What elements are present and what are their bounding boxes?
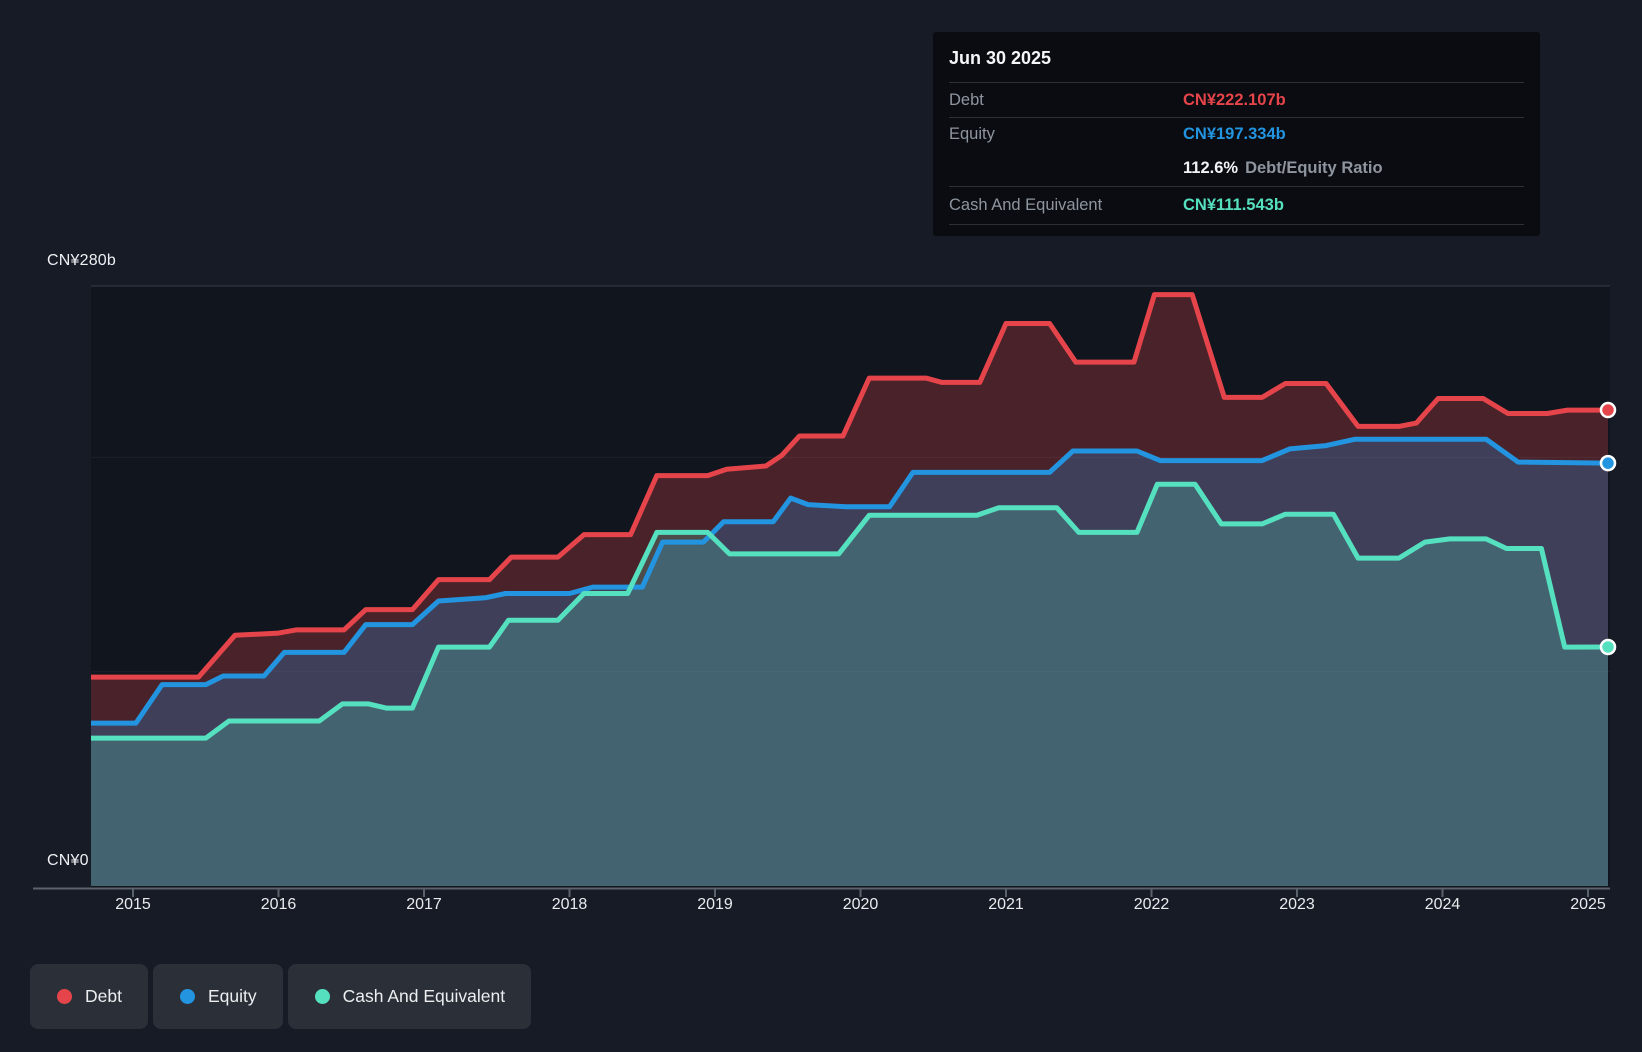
x-label-2025: 2025 — [1570, 896, 1606, 913]
x-label-2015: 2015 — [115, 896, 151, 913]
tooltip-cash-value: CN¥111.543b — [1183, 196, 1284, 214]
x-label-2023: 2023 — [1279, 896, 1315, 913]
tooltip-equity-value: CN¥197.334b — [1183, 125, 1286, 143]
plot-area — [91, 286, 1610, 888]
legend-equity-label: Equity — [207, 986, 257, 1006]
cash-line — [91, 481, 1610, 741]
x-label-2016: 2016 — [260, 896, 297, 913]
tooltip-equity-label: Equity — [949, 125, 995, 143]
tooltip-row-equity: Equity CN¥197.334b — [949, 118, 1524, 151]
cash-area-fill — [91, 484, 1608, 886]
equity-endpoint-marker — [1599, 454, 1617, 472]
tooltip-ratio-value: 112.6% — [1183, 159, 1239, 177]
x-label-2021: 2021 — [988, 896, 1024, 913]
debt-line — [91, 292, 1610, 680]
legend-item-debt[interactable]: Debt — [30, 964, 148, 1029]
debt-endpoint-marker — [1599, 401, 1617, 419]
gridlines — [91, 285, 1610, 673]
legend-debt-label: Debt — [85, 986, 122, 1006]
debt-series-dot-icon — [57, 989, 72, 1004]
tooltip-date: Jun 30 2025 — [949, 32, 1524, 83]
chart-tooltip: Jun 30 2025 Debt CN¥222.107b Equity CN¥1… — [933, 32, 1540, 236]
cash-endpoint-marker — [1599, 638, 1617, 656]
equity-line — [91, 436, 1610, 726]
chart-legend: Debt Equity Cash And Equivalent — [30, 964, 532, 1029]
y-axis-max-label: CN¥280b — [47, 252, 117, 269]
x-label-2019: 2019 — [697, 896, 733, 913]
tooltip-row-ratio: 112.6% Debt/Equity Ratio — [949, 151, 1524, 187]
debt-area-fill — [91, 294, 1608, 886]
tooltip-cash-label: Cash And Equivalent — [949, 196, 1103, 214]
endpoint-markers — [1599, 401, 1617, 656]
legend-item-equity[interactable]: Equity — [152, 964, 283, 1029]
series-areas — [91, 294, 1608, 886]
x-label-2022: 2022 — [1133, 896, 1170, 913]
tooltip-debt-label: Debt — [949, 90, 984, 109]
y-axis-zero-label: CN¥0 — [47, 852, 89, 869]
x-label-2020: 2020 — [842, 896, 879, 913]
tooltip-row-cash: Cash And Equivalent CN¥111.543b — [949, 187, 1524, 225]
x-axis — [33, 887, 1610, 897]
tooltip-debt-value: CN¥222.107b — [1183, 90, 1286, 109]
series-lines — [91, 292, 1610, 741]
cash-series-dot-icon — [314, 989, 330, 1004]
x-label-2024: 2024 — [1424, 896, 1461, 913]
tooltip-row-debt: Debt CN¥222.107b — [949, 83, 1524, 118]
equity-area-fill — [91, 439, 1608, 886]
x-label-2017: 2017 — [406, 896, 442, 913]
legend-cash-label: Cash And Equivalent — [342, 986, 506, 1006]
x-label-2018: 2018 — [551, 896, 588, 913]
tooltip-ratio-label: Debt/Equity Ratio — [1245, 159, 1383, 177]
legend-item-cash[interactable]: Cash And Equivalent — [287, 964, 532, 1029]
equity-series-dot-icon — [179, 989, 195, 1004]
